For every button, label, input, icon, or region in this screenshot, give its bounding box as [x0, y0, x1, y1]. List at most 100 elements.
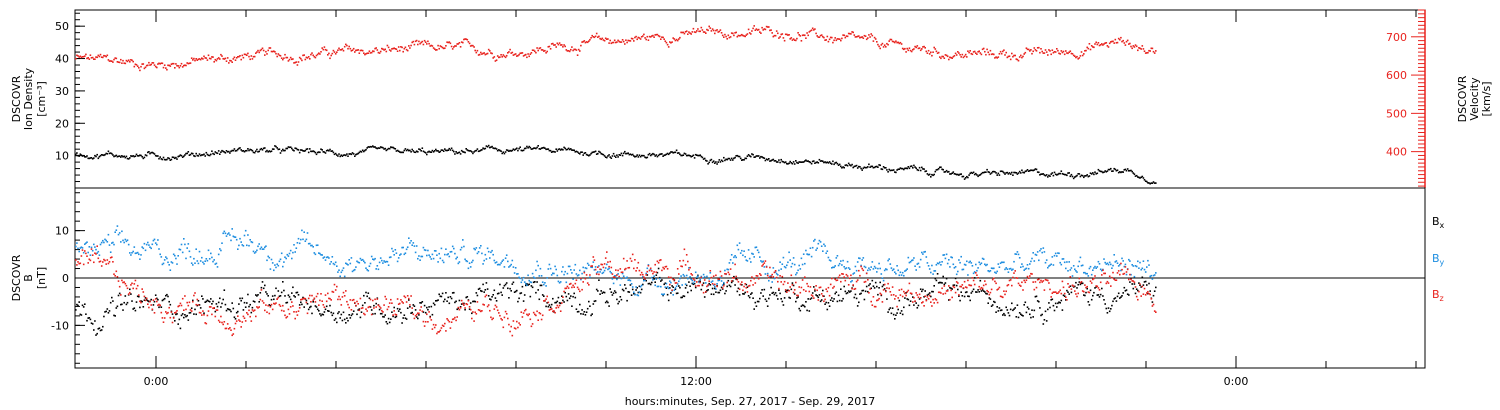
bx-point — [1095, 286, 1097, 288]
bx-point — [510, 290, 512, 292]
by-point — [572, 278, 574, 280]
by-point — [643, 279, 645, 282]
bz-point — [496, 309, 499, 312]
bz-point — [601, 263, 604, 266]
density-point — [439, 150, 442, 153]
density-point — [172, 156, 175, 159]
density-point — [706, 160, 708, 162]
velocity-point — [468, 42, 471, 45]
bz-point — [1021, 281, 1023, 284]
velocity-point — [846, 35, 849, 38]
bx-point — [808, 310, 811, 312]
by-point — [365, 267, 367, 269]
velocity-point — [351, 49, 354, 51]
bx-point — [645, 279, 647, 282]
velocity-point — [349, 47, 352, 50]
density-point — [503, 152, 506, 155]
bx-point — [963, 295, 966, 298]
bz-point — [88, 258, 91, 261]
bx-point — [817, 296, 820, 299]
bx-point — [249, 303, 251, 306]
by-point — [1003, 261, 1005, 264]
bx-point — [1121, 295, 1123, 297]
by-point — [773, 277, 776, 280]
bz-point — [381, 309, 383, 312]
bx-point — [498, 292, 500, 295]
by-point — [266, 259, 268, 262]
velocity-point — [936, 52, 939, 54]
velocity-point — [688, 31, 690, 33]
velocity-point — [248, 55, 250, 58]
velocity-point — [1123, 42, 1126, 44]
bz-point — [394, 313, 397, 316]
density-point — [300, 149, 302, 151]
velocity-point — [762, 29, 764, 31]
by-point — [874, 267, 877, 269]
bx-point — [760, 292, 762, 294]
bx-point — [921, 290, 923, 293]
bx-point — [260, 286, 263, 289]
bx-point — [918, 298, 921, 300]
by-point — [638, 291, 641, 293]
by-point — [891, 269, 894, 272]
velocity-point — [143, 67, 146, 70]
by-point — [120, 241, 122, 243]
by-point — [140, 254, 142, 256]
by-point — [585, 267, 588, 270]
bx-point — [1139, 284, 1141, 286]
bz-point — [306, 312, 309, 315]
bz-point — [624, 268, 626, 271]
bz-point — [1033, 288, 1036, 291]
velocity-point — [244, 53, 247, 56]
bz-point — [229, 327, 231, 329]
velocity-point — [451, 48, 454, 50]
velocity-point — [563, 44, 565, 46]
by-point — [124, 238, 127, 241]
velocity-point — [644, 37, 646, 39]
density-point — [592, 151, 595, 153]
by-point — [745, 259, 748, 261]
bz-point — [1083, 290, 1085, 293]
density-point — [509, 149, 511, 152]
bx-point — [1069, 285, 1072, 287]
by-point — [486, 247, 489, 250]
by-point — [600, 268, 602, 271]
by-point — [203, 263, 205, 265]
bz-point — [724, 273, 726, 275]
bx-point — [975, 291, 977, 293]
by-point — [735, 256, 737, 259]
by-point — [356, 260, 358, 263]
density-point — [658, 153, 661, 156]
bz-point — [165, 311, 167, 313]
by-point — [628, 279, 631, 281]
bx-point — [108, 310, 111, 312]
bz-point — [176, 310, 178, 312]
field-axis-ticks: 100-10 — [51, 225, 85, 332]
density-point — [649, 154, 652, 157]
bx-point — [939, 281, 941, 284]
by-point — [661, 293, 663, 295]
bx-point — [723, 283, 725, 285]
by-point — [928, 268, 931, 270]
density-point — [799, 161, 802, 163]
velocity-point — [828, 38, 831, 41]
density-point — [1097, 168, 1100, 171]
velocity-point — [325, 49, 328, 52]
velocity-point — [1129, 42, 1131, 45]
velocity-point — [800, 40, 803, 42]
bx-point — [1059, 302, 1061, 304]
bx-point — [255, 294, 257, 296]
density-point — [363, 150, 365, 153]
density-point — [351, 152, 354, 154]
density-point — [913, 164, 915, 167]
bz-point — [316, 292, 319, 295]
bz-point — [579, 290, 581, 293]
density-point — [810, 162, 813, 165]
density-point — [361, 149, 364, 152]
density-point — [492, 147, 494, 149]
density-point — [313, 150, 316, 153]
velocity-point — [1075, 56, 1077, 59]
bz-point — [303, 297, 305, 300]
bz-point — [608, 265, 610, 268]
bz-point — [988, 293, 991, 296]
